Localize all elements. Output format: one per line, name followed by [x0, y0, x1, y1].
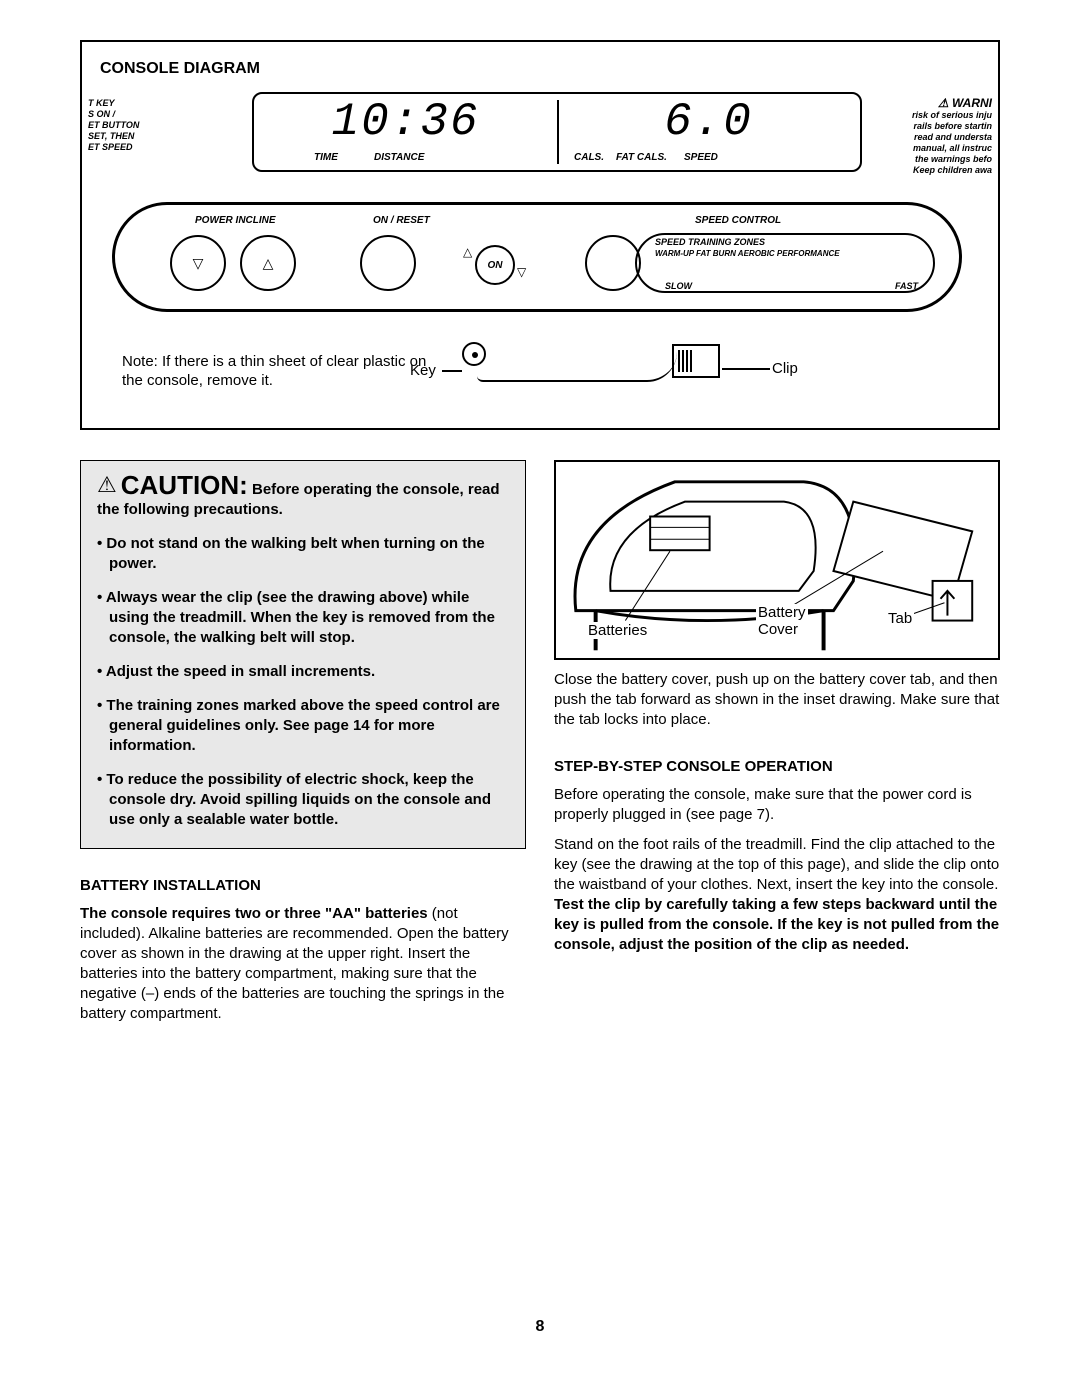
section-onreset: ON / RESET — [373, 215, 430, 226]
console-diagram: CONSOLE DIAGRAM T KEY S ON / ET BUTTON S… — [80, 40, 1000, 430]
caution-item: The training zones marked above the spee… — [97, 696, 509, 756]
clip-label: Clip — [772, 360, 798, 377]
caution-list: Do not stand on the walking belt when tu… — [97, 534, 509, 830]
lcd-label-cals: CALS. — [574, 152, 604, 163]
leader-key — [442, 370, 462, 372]
leader-clip — [722, 368, 770, 370]
speed-training-zones: SPEED TRAINING ZONES — [655, 237, 765, 247]
caution-heading: ⚠CAUTION: Before operating the console, … — [97, 475, 509, 520]
lcd-time: 10:36 — [254, 96, 557, 150]
on-up-icon: △ — [463, 245, 472, 259]
battery-figure: Batteries Battery Cover Tab — [554, 460, 1000, 660]
fig-label-cover: Battery Cover — [756, 604, 808, 638]
step-heading: STEP-BY-STEP CONSOLE OPERATION — [554, 758, 1000, 775]
section-speed: SPEED CONTROL — [695, 215, 781, 226]
fig-label-batteries: Batteries — [586, 622, 649, 639]
lcd-label-time: TIME — [314, 152, 338, 163]
clip-icon — [672, 344, 720, 378]
diagram-right-cutoff: ⚠ WARNI risk of serious inju rails befor… — [912, 98, 992, 176]
caution-box: ⚠CAUTION: Before operating the console, … — [80, 460, 526, 849]
caution-item: Adjust the speed in small increments. — [97, 662, 509, 682]
reset-knob — [360, 235, 416, 291]
step-p1: Before operating the console, make sure … — [554, 785, 1000, 825]
lcd-panel: 10:36 6.0 TIME DISTANCE CALS. FAT CALS. … — [252, 92, 862, 172]
step-p2: Stand on the foot rails of the treadmill… — [554, 835, 1000, 955]
fig-label-tab: Tab — [886, 610, 914, 627]
warning-icon: ⚠ — [97, 472, 117, 497]
fast-label: FAST — [895, 281, 918, 291]
lcd-label-fatcals: FAT CALS. — [616, 152, 667, 163]
speed-knob — [585, 235, 641, 291]
diagram-left-cutoff: T KEY S ON / ET BUTTON SET, THEN ET SPEE… — [88, 98, 139, 153]
section-incline: POWER INCLINE — [195, 215, 276, 226]
close-cover-paragraph: Close the battery cover, push up on the … — [554, 670, 1000, 730]
incline-up-knob: △ — [240, 235, 296, 291]
battery-heading: BATTERY INSTALLATION — [80, 877, 526, 894]
caution-item: Always wear the clip (see the drawing ab… — [97, 588, 509, 648]
caution-item: Do not stand on the walking belt when tu… — [97, 534, 509, 574]
on-button: ON — [475, 245, 515, 285]
lcd-speed: 6.0 — [557, 96, 860, 150]
control-panel: POWER INCLINE ON / RESET SPEED CONTROL ▽… — [112, 202, 962, 312]
caution-item: To reduce the possibility of electric sh… — [97, 770, 509, 830]
lcd-label-speed: SPEED — [684, 152, 718, 163]
incline-down-knob: ▽ — [170, 235, 226, 291]
console-note: Note: If there is a thin sheet of clear … — [122, 352, 432, 390]
page-number: 8 — [80, 1318, 1000, 1336]
slow-label: SLOW — [665, 281, 692, 291]
left-column: ⚠CAUTION: Before operating the console, … — [80, 460, 526, 1024]
key-label: Key — [410, 362, 436, 379]
lcd-label-distance: DISTANCE — [374, 152, 424, 163]
battery-paragraph: The console requires two or three "AA" b… — [80, 904, 526, 1024]
key-cord-icon — [477, 352, 677, 382]
on-down-icon: ▽ — [517, 265, 526, 279]
diagram-title: CONSOLE DIAGRAM — [100, 60, 260, 78]
zone-labels: WARM-UP FAT BURN AEROBIC PERFORMANCE — [655, 249, 840, 258]
right-column: Batteries Battery Cover Tab Close the ba… — [554, 460, 1000, 1024]
